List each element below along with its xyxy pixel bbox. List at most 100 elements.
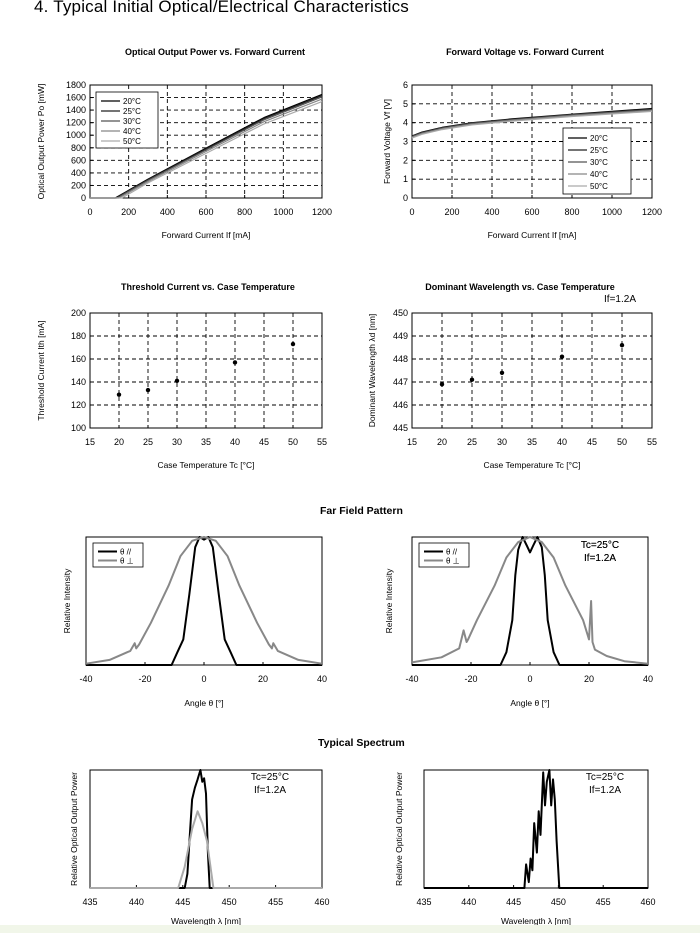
x-tick-label: 455 [596,897,611,907]
series-line [411,110,653,139]
plot-frame [89,769,323,889]
y-axis-label: Forward Voltage Vf [V] [382,99,392,184]
x-tick-label: 30 [497,437,507,447]
x-axis-label: Forward Current If [mA] [162,230,251,240]
y-tick-label: 446 [393,400,408,410]
series-line [411,110,653,138]
x-tick-label: 20 [584,674,594,684]
x-axis-label: Angle θ [°] [510,698,549,708]
y-tick-label: 200 [71,308,86,318]
x-tick-label: 35 [201,437,211,447]
x-tick-label: 440 [461,897,476,907]
x-tick-label: 450 [222,897,237,907]
data-point [499,370,505,375]
x-tick-label: 1000 [273,207,293,217]
series-line [412,536,648,666]
plot-frame [423,769,649,889]
series-line [90,810,322,889]
legend-label: θ // [120,548,132,557]
x-tick-label: 40 [317,674,327,684]
data-point [559,354,565,359]
page-title: 4. Typical Initial Optical/Electrical Ch… [34,0,409,16]
x-tick-label: 455 [268,897,283,907]
x-tick-label: 0 [409,207,414,217]
x-tick-label: 445 [506,897,521,907]
legend-label: 50°C [590,182,608,191]
x-tick-label: 25 [467,437,477,447]
y-tick-label: 450 [393,308,408,318]
x-tick-label: 25 [143,437,153,447]
legend-label: 20°C [123,97,141,106]
x-tick-label: 0 [87,207,92,217]
series-line [411,536,649,665]
y-tick-label: 2 [403,155,408,165]
x-tick-label: 40 [230,437,240,447]
x-tick-label: 1200 [312,207,332,217]
x-tick-label: 55 [317,437,327,447]
x-tick-label: 460 [640,897,655,907]
legend-label: 40°C [590,170,608,179]
x-tick-label: -40 [79,674,92,684]
x-tick-label: 45 [587,437,597,447]
y-axis-label: Threshold Current Ith [mA] [36,320,46,420]
y-tick-label: 180 [71,331,86,341]
annotation-text: If=1.2A [604,294,636,305]
annotation-text: If=1.2A [584,553,616,564]
y-tick-label: 1200 [66,118,86,128]
x-tick-label: 55 [647,437,657,447]
series-line [85,536,323,665]
series-line [411,109,653,138]
x-tick-label: 40 [643,674,653,684]
x-tick-label: 450 [551,897,566,907]
x-tick-label: -20 [138,674,151,684]
y-axis-label: Relative Optical Output Power [69,772,79,886]
series-line [86,536,322,666]
data-point [439,382,445,387]
data-point [619,343,625,348]
y-axis-label: Optical Output Power Po [mW] [36,84,46,200]
x-tick-label: 445 [175,897,190,907]
y-tick-label: 600 [71,155,86,165]
chart-1: Optical Output Power vs. Forward Current… [36,47,332,240]
y-tick-label: 6 [403,80,408,90]
annotation-text: Tc=25°C [251,772,289,783]
x-tick-label: -40 [405,674,418,684]
legend-label: 30°C [123,117,141,126]
annotation-text: If=1.2A [254,785,286,796]
legend-box [418,542,470,568]
y-tick-label: 140 [71,377,86,387]
annotation-text: Tc=25°C [581,540,619,551]
x-axis-label: Case Temperature Tc [°C] [483,460,580,470]
series-line [90,769,322,889]
x-axis-label: Wavelength λ [nm] [171,916,241,926]
x-axis-label: Wavelength λ [nm] [501,916,571,926]
x-tick-label: 30 [172,437,182,447]
data-point [116,392,122,397]
x-tick-label: 800 [564,207,579,217]
chart-5: -40 -20 0 20 40 Angle θ [°] Relative Intensity… [62,536,619,708]
legend-box [92,542,144,568]
y-tick-label: 449 [393,331,408,341]
y-tick-label: 1800 [66,80,86,90]
chart-6: -40 -20 0 20 40 Angle θ [°] Relative Intensity… [384,536,653,708]
x-tick-label: 20 [114,437,124,447]
x-axis-label: Case Temperature Tc [°C] [157,460,254,470]
legend-label: θ ⊥ [120,557,134,566]
annotation-text: Tc=25°C [586,772,624,783]
y-tick-label: 445 [393,423,408,433]
spectrum-section-title: Typical Spectrum [318,737,405,749]
y-tick-label: 448 [393,354,408,364]
x-tick-label: 15 [85,437,95,447]
y-tick-label: 4 [403,118,408,128]
x-tick-label: 35 [527,437,537,447]
x-tick-label: 1000 [602,207,622,217]
x-tick-label: 400 [484,207,499,217]
y-tick-label: 800 [71,143,86,153]
far-field-section-title: Far Field Pattern [320,505,403,517]
x-tick-label: 200 [444,207,459,217]
data-point [145,387,151,393]
y-tick-label: 100 [71,423,86,433]
chart-title: Optical Output Power vs. Forward Current [125,47,305,57]
legend-box [562,127,632,195]
x-tick-label: 0 [527,674,532,684]
